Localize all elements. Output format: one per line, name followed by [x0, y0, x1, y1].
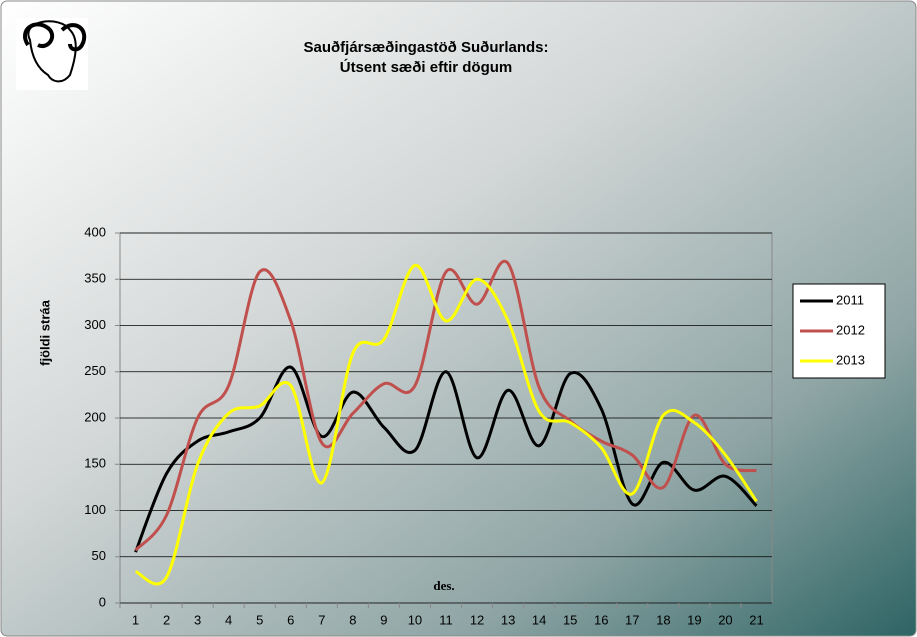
- chart: Sauðfjársæðingastöð Suðurlands: Útsent s…: [0, 0, 917, 637]
- y-tick-label: 400: [84, 224, 106, 239]
- annotation: des.: [433, 578, 454, 593]
- y-tick-label: 300: [84, 317, 106, 332]
- x-tick-label: 18: [656, 612, 670, 627]
- y-axis-label: fjöldi stráa: [37, 299, 52, 366]
- y-tick-label: 0: [99, 594, 106, 609]
- x-tick-label: 15: [563, 612, 577, 627]
- x-tick-label: 20: [718, 612, 732, 627]
- x-tick-label: 5: [256, 612, 263, 627]
- legend-label: 2011: [836, 292, 864, 307]
- x-tick-label: 11: [439, 612, 453, 627]
- x-tick-label: 7: [318, 612, 325, 627]
- y-tick-label: 250: [84, 363, 106, 378]
- x-tick-label: 13: [501, 612, 515, 627]
- chart-title: Sauðfjársæðingastöð Suðurlands:: [303, 39, 548, 56]
- x-tick-label: 1: [132, 612, 139, 627]
- x-tick-label: 14: [532, 612, 546, 627]
- x-tick-label: 3: [194, 612, 201, 627]
- x-tick-label: 2: [163, 612, 170, 627]
- y-tick-label: 350: [84, 271, 106, 286]
- y-tick-label: 100: [84, 502, 106, 517]
- x-tick-label: 9: [380, 612, 387, 627]
- logo: [16, 18, 88, 90]
- legend-label: 2012: [836, 322, 865, 337]
- x-tick-label: 6: [287, 612, 294, 627]
- chart-subtitle: Útsent sæði eftir dögum: [340, 58, 513, 76]
- y-tick-label: 150: [84, 456, 106, 471]
- x-tick-label: 19: [687, 612, 701, 627]
- x-tick-label: 4: [225, 612, 232, 627]
- x-tick-label: 17: [625, 612, 639, 627]
- x-tick-label: 21: [749, 612, 763, 627]
- x-tick-label: 10: [408, 612, 422, 627]
- x-tick-label: 8: [349, 612, 356, 627]
- x-tick-label: 12: [470, 612, 484, 627]
- y-tick-label: 50: [92, 548, 106, 563]
- x-tick-label: 16: [594, 612, 608, 627]
- legend-label: 2013: [836, 352, 865, 367]
- y-tick-label: 200: [84, 409, 106, 424]
